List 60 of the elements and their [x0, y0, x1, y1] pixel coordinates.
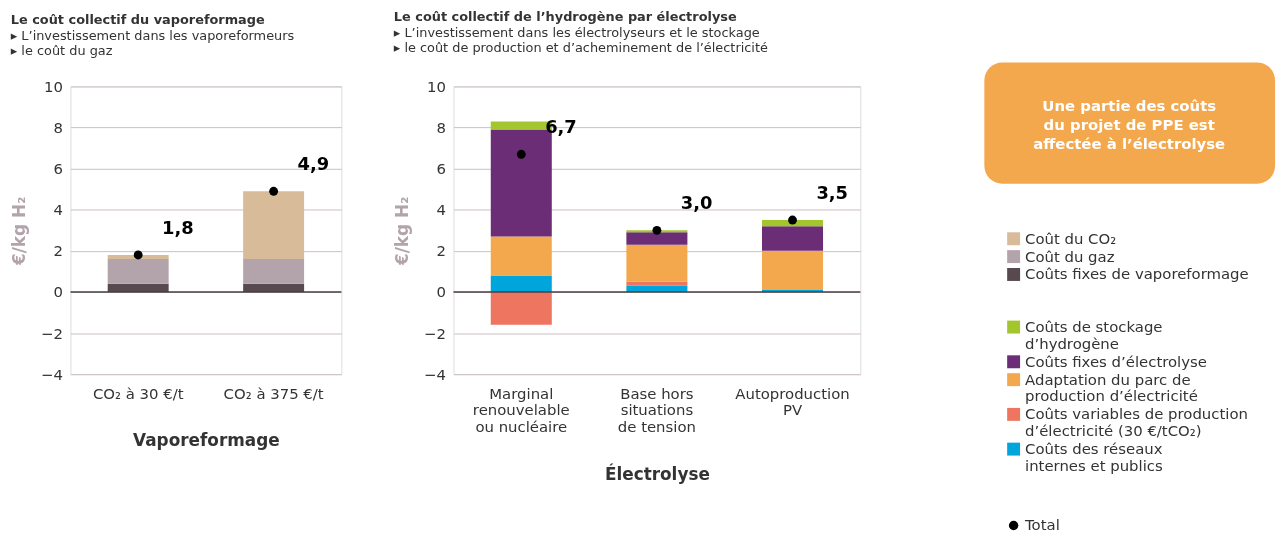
- data-label: 3,5: [816, 182, 849, 204]
- text: ▸ le coût du gaz: [10, 42, 113, 58]
- y-tick-label: 6: [436, 160, 447, 179]
- legend-label: Adaptation du parc de production d’électricité: [1025, 370, 1198, 406]
- bar: [626, 232, 688, 245]
- bar: [243, 191, 305, 260]
- data-label: 6,7: [545, 116, 577, 138]
- y-tick-label: 2: [53, 242, 64, 261]
- y-axis-title: €/kg H₂: [9, 196, 30, 267]
- text: Une partie des coûts du projet de PPE est affectée à l’électrolyse: [1033, 97, 1226, 153]
- bar: [626, 244, 688, 282]
- y-tick-label: 10: [44, 77, 64, 96]
- text: ▸ le coût de production et d’acheminement de l’électricité: [393, 39, 768, 55]
- y-tick-label: −2: [424, 324, 447, 343]
- data-label: 1,8: [162, 217, 194, 239]
- bar: [107, 259, 169, 284]
- chart-title: Le coût collectif de l’hydrogène par électrolyse: [393, 8, 737, 24]
- data-label: 4,9: [297, 153, 330, 175]
- text: ▸ L’investissement dans les vaporeformeurs: [10, 27, 295, 43]
- y-tick-label: 8: [53, 119, 64, 137]
- y-tick-label: 4: [53, 201, 64, 220]
- y-axis-title: €/kg H₂: [392, 196, 413, 267]
- bar: [490, 291, 552, 325]
- legend-label: Coût du gaz: [1025, 247, 1115, 266]
- x-tick-label: Marginal renouvelable ou nucléaire: [472, 384, 570, 437]
- x-axis-title: Électrolyse: [604, 462, 710, 484]
- y-tick-label: 6: [53, 160, 64, 179]
- chart-title: Le coût collectif du vaporeformage: [10, 11, 266, 27]
- y-tick-label: −4: [41, 365, 64, 384]
- y-tick-label: −2: [41, 324, 64, 343]
- bar: [490, 236, 552, 276]
- data-label: 3,0: [680, 192, 713, 214]
- legend-label: Coûts variables de production d’électricité (30 €/tCO₂): [1025, 405, 1248, 441]
- legend-label: Coûts fixes d’électrolyse: [1025, 352, 1207, 371]
- legend-label: Coût du CO₂: [1025, 229, 1117, 248]
- bar: [243, 259, 305, 284]
- y-tick-label: 0: [53, 283, 64, 302]
- y-tick-label: 8: [436, 119, 447, 137]
- bar: [761, 226, 824, 251]
- x-tick-label: CO₂ à 30 €/t: [92, 384, 184, 403]
- legend-label: Coûts des réseaux internes et publics: [1025, 440, 1163, 475]
- legend-label: Total: [1024, 516, 1060, 535]
- y-tick-label: 4: [436, 201, 447, 220]
- text: ▸ L’investissement dans les électrolyseurs et le stockage: [393, 24, 760, 40]
- legend-label: Coûts de stockage d’hydrogène: [1025, 318, 1163, 353]
- y-tick-label: 2: [436, 242, 447, 261]
- x-tick-label: CO₂ à 375 €/t: [223, 384, 324, 403]
- y-tick-label: 10: [427, 77, 447, 96]
- point: [516, 149, 526, 159]
- legend-label: Coûts fixes de vaporeformage: [1025, 265, 1249, 284]
- bar: [490, 275, 552, 292]
- bar: [626, 281, 688, 286]
- point: [652, 225, 662, 235]
- y-tick-label: 0: [436, 283, 447, 302]
- bar: [761, 250, 824, 290]
- point: [788, 215, 797, 225]
- x-tick-label: Autoproduction PV: [735, 384, 850, 420]
- x-axis-title: Vaporeformage: [133, 430, 280, 451]
- x-tick-label: Base hors situations de tension: [617, 384, 696, 437]
- y-tick-label: −4: [424, 365, 447, 384]
